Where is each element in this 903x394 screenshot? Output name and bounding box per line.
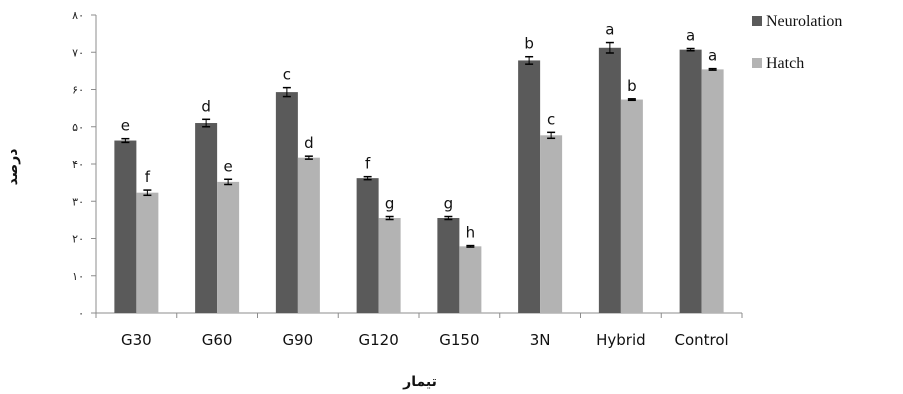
significance-letter: g	[444, 195, 454, 213]
bar-neurolation	[437, 218, 460, 313]
bar-hatch	[217, 181, 240, 313]
significance-letter: a	[708, 47, 717, 65]
significance-letter: b	[627, 77, 637, 95]
significance-letter: a	[605, 21, 614, 39]
x-category-label: G30	[121, 331, 152, 349]
y-tick-label: ۳۰	[72, 195, 84, 208]
x-category-label: G150	[439, 331, 479, 349]
y-tick-label: ۵۰	[72, 121, 84, 134]
x-category-label: G120	[358, 331, 398, 349]
bar-hatch	[297, 157, 320, 313]
significance-letter: g	[385, 195, 395, 213]
significance-letter: e	[224, 157, 233, 175]
x-category-label: Hybrid	[596, 331, 646, 349]
bar-neurolation	[356, 178, 379, 313]
y-axis: ۰ ۱۰ ۲۰ ۳۰ ۴۰ ۵۰ ۶۰ ۷۰ ۸۰	[72, 9, 97, 320]
y-tick-label: ۸۰	[72, 9, 84, 22]
x-category-label: 3N	[530, 331, 551, 349]
x-category-label: Control	[675, 331, 729, 349]
bar-hatch	[620, 99, 643, 314]
bar-hatch	[540, 135, 563, 313]
bar-neurolation	[518, 60, 541, 313]
significance-letter: h	[466, 224, 476, 242]
x-axis: G30 G60 G90 G120 G150 3N Hybrid Control	[95, 312, 743, 349]
y-tick-label: ۰	[78, 307, 84, 320]
significance-letter: c	[547, 110, 555, 128]
significance-letter: b	[524, 35, 534, 53]
x-category-label: G60	[202, 331, 233, 349]
bars	[114, 47, 724, 314]
bar-neurolation	[195, 123, 218, 314]
legend-label-neurolation: Neurolation	[766, 13, 842, 30]
bar-neurolation	[598, 47, 621, 313]
legend-label-hatch: Hatch	[766, 55, 804, 72]
significance-letter: e	[121, 117, 130, 135]
significance-letter: a	[686, 27, 695, 45]
x-category-label: G90	[283, 331, 314, 349]
bar-hatch	[136, 192, 159, 313]
y-tick-label: ۲۰	[72, 233, 84, 246]
error-bars	[121, 41, 717, 248]
significance-letter: f	[145, 168, 151, 186]
bar-neurolation	[275, 92, 298, 313]
significance-letter: f	[365, 155, 371, 173]
y-tick-label: ۴۰	[72, 158, 84, 171]
significance-letter: d	[201, 97, 211, 115]
x-axis-title: تیمار	[402, 374, 437, 390]
y-tick-label: ۱۰	[72, 270, 84, 283]
bar-hatch	[459, 246, 482, 313]
legend-swatch-hatch	[752, 58, 762, 68]
significance-letter: c	[283, 66, 291, 84]
y-tick-label: ۷۰	[72, 46, 84, 59]
bar-neurolation	[114, 140, 137, 313]
bar-hatch	[378, 218, 401, 313]
legend-swatch-neurolation	[752, 16, 762, 26]
y-tick-label: ۶۰	[72, 84, 84, 97]
bar-neurolation	[679, 49, 702, 314]
significance-letter: d	[304, 134, 314, 152]
y-axis-title: درصد	[5, 149, 21, 186]
legend: Neurolation Hatch	[752, 13, 842, 72]
bar-hatch	[701, 69, 724, 313]
